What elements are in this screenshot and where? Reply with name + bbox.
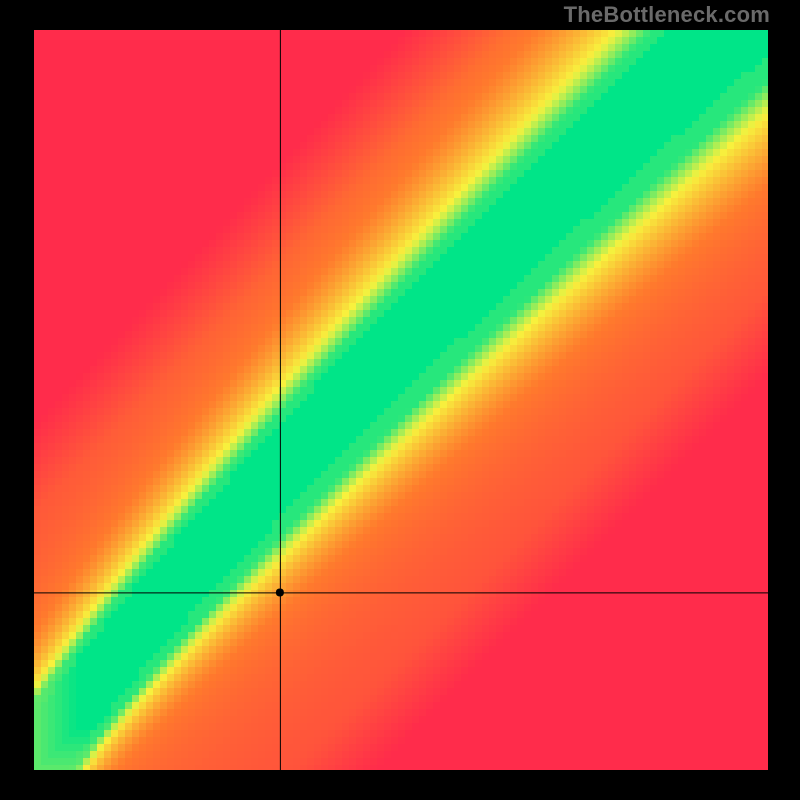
- heatmap-canvas: [0, 0, 800, 800]
- chart-container: TheBottleneck.com: [0, 0, 800, 800]
- watermark-label: TheBottleneck.com: [564, 2, 770, 28]
